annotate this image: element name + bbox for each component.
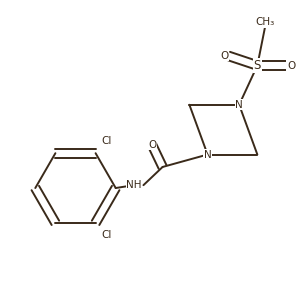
- Text: NH: NH: [126, 180, 142, 190]
- Text: O: O: [287, 60, 295, 71]
- Text: O: O: [220, 51, 229, 61]
- Text: Cl: Cl: [101, 230, 112, 240]
- Text: S: S: [254, 59, 261, 72]
- Text: N: N: [204, 149, 212, 160]
- Text: Cl: Cl: [101, 136, 112, 145]
- Text: N: N: [235, 100, 243, 110]
- Text: O: O: [148, 140, 156, 150]
- Text: CH₃: CH₃: [255, 17, 275, 27]
